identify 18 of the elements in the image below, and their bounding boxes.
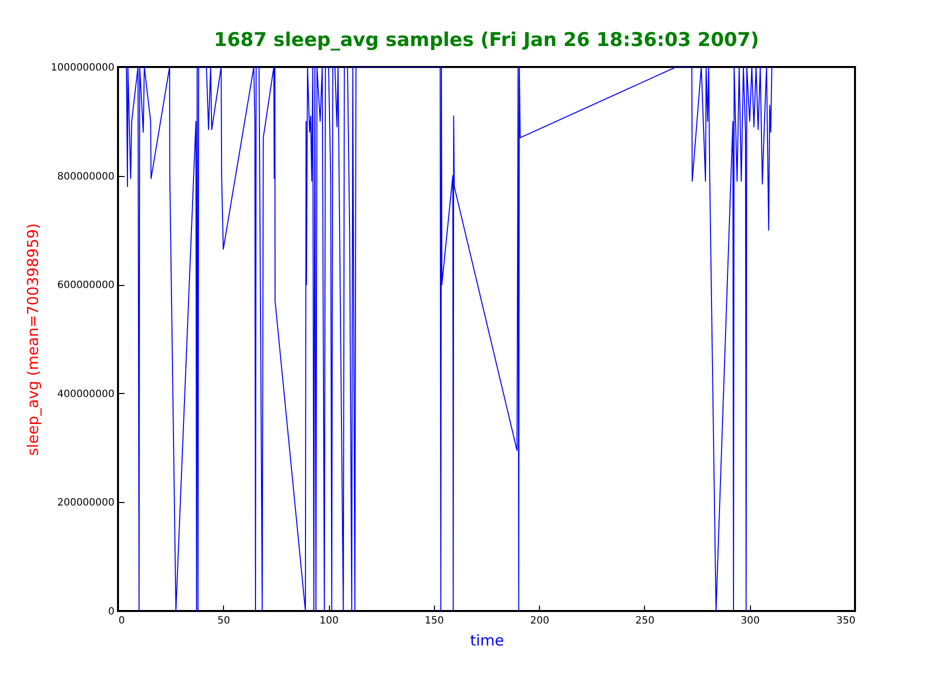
x-tick-label: 0 [118, 616, 125, 626]
y-tick-label: 200000000 [57, 498, 114, 509]
line-series [126, 67, 772, 611]
y-tick-label: 400000000 [57, 388, 114, 400]
x-tick-label: 150 [424, 616, 444, 626]
x-tick-label: 200 [530, 616, 550, 626]
chart-title: 1687 sleep_avg samples (Fri Jan 26 18:36:03 2007) [214, 29, 760, 51]
x-tick-label: 250 [635, 616, 654, 626]
y-tick-label: 800000000 [57, 171, 114, 182]
y-tick-label: 1000000000 [50, 62, 114, 74]
x-tick-label: 100 [320, 616, 339, 626]
y-tick-label: 0 [108, 606, 114, 618]
x-axis-title: time [470, 632, 504, 650]
y-axis-title: sleep_avg (mean=700398959) [24, 223, 42, 456]
x-tick-label: 50 [217, 616, 230, 626]
x-tick-label: 350 [836, 616, 856, 626]
x-tick-label: 300 [740, 616, 760, 626]
y-tick-label: 600000000 [57, 280, 114, 292]
